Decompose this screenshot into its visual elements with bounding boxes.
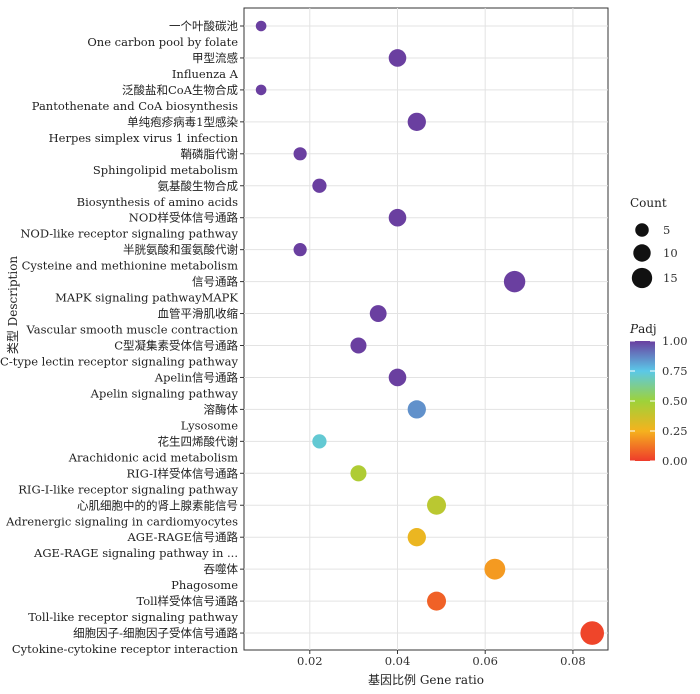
size-legend-label: 10	[663, 246, 678, 260]
data-point	[407, 400, 426, 419]
data-point	[255, 84, 267, 96]
y-label-zh: 单纯疱疹病毒1型感染	[127, 115, 238, 129]
size-legend-title: Count	[630, 196, 667, 210]
y-label-zh: 花生四烯酸代谢	[158, 434, 239, 448]
y-label-en: Apelin signaling pathway	[90, 386, 239, 400]
data-points	[255, 20, 605, 645]
color-legend-label: 0.00	[662, 454, 688, 468]
data-point	[293, 147, 307, 161]
y-label-zh: 心肌细胞中的的肾上腺素能信号	[77, 498, 238, 512]
data-point	[484, 558, 506, 580]
data-point	[293, 243, 307, 257]
size-legend-dot	[633, 244, 651, 262]
y-label-en: Biosynthesis of amino acids	[77, 195, 238, 209]
y-label-zh: 半胱氨酸和蛋氨酸代谢	[123, 243, 238, 257]
y-label-zh: 甲型流感	[192, 51, 238, 65]
size-legend-dot	[635, 223, 649, 237]
y-label-en: Cysteine and methionine metabolism	[22, 259, 238, 273]
data-point	[427, 591, 447, 611]
y-label-en: Vascular smooth muscle contraction	[26, 323, 239, 337]
size-legend-label: 15	[663, 271, 678, 285]
y-label-en: Herpes simplex virus 1 infection	[49, 131, 239, 145]
y-label-en: RIG-I-like receptor signaling pathway	[18, 482, 238, 496]
data-point	[407, 528, 426, 547]
x-tick-label: 0.06	[472, 654, 498, 668]
y-label-zh: 鞘磷脂代谢	[181, 147, 239, 161]
y-axis-title: 类型 Description	[6, 256, 20, 355]
y-label-en: Influenza A	[172, 67, 239, 81]
data-point	[580, 621, 605, 645]
y-label-zh: 一个叶酸碳池	[169, 19, 238, 33]
data-point	[255, 20, 267, 32]
y-label-zh: 氨基酸生物合成	[158, 179, 239, 193]
color-legend-label: 1.00	[662, 334, 688, 348]
color-legend-title-italic: P	[629, 322, 639, 336]
y-label-zh: NOD样受体信号通路	[129, 211, 239, 225]
y-label-en: Toll-like receptor signaling pathway	[28, 610, 238, 624]
color-legend-label: 0.50	[662, 394, 688, 408]
x-tick-label: 0.04	[385, 654, 411, 668]
y-label-en: Lysosome	[181, 418, 238, 432]
color-legend-label: 0.75	[662, 364, 688, 378]
y-label-zh: C型凝集素受体信号通路	[114, 339, 238, 353]
y-label-zh: 信号通路	[192, 275, 238, 289]
y-label-zh: 血管平滑肌收缩	[158, 307, 239, 321]
x-axis-ticks: 0.02 0.04 0.06 0.08	[297, 650, 586, 668]
y-label-en: MAPK signaling pathwayMAPK	[55, 291, 238, 305]
color-legend-title-rest: adj	[638, 322, 657, 336]
color-legend-title: Padj	[629, 322, 657, 336]
data-point	[350, 465, 367, 482]
y-label-zh: Apelin信号通路	[154, 370, 239, 384]
y-label-en: Phagosome	[171, 578, 238, 592]
y-axis-labels: 一个叶酸碳池 One carbon pool by folate 甲型流感 Influ…	[0, 19, 244, 656]
color-legend-ticks: 1.00 0.75 0.50 0.25 0.00	[630, 334, 688, 468]
size-legend-dot	[631, 267, 653, 289]
size-legend-items: 5 10 15	[631, 223, 678, 289]
y-label-en: C-type lectin receptor signaling pathway	[0, 355, 238, 369]
color-legend-label: 0.25	[662, 424, 688, 438]
y-label-en: Arachidonic acid metabolism	[68, 450, 238, 464]
y-label-zh: Toll样受体信号通路	[136, 594, 238, 608]
data-point	[388, 49, 407, 67]
data-point	[407, 112, 426, 132]
y-label-zh: 泛酸盐和CoA生物合成	[122, 83, 239, 97]
data-point	[312, 434, 327, 449]
y-label-zh: RIG-I样受体信号通路	[126, 466, 238, 480]
data-point	[312, 178, 327, 193]
y-label-zh: 溶酶体	[204, 402, 239, 416]
data-point	[427, 495, 447, 515]
y-label-en: Cytokine-cytokine receptor interaction	[12, 642, 239, 656]
data-point	[388, 368, 407, 387]
y-label-zh: AGE-RAGE信号通路	[126, 530, 238, 544]
x-tick-label: 0.08	[560, 654, 586, 668]
x-tick-label: 0.02	[297, 654, 323, 668]
x-axis-title: 基因比例 Gene ratio	[368, 673, 484, 687]
data-point	[369, 305, 387, 322]
y-label-en: AGE-RAGE signaling pathway in ...	[33, 546, 238, 560]
y-label-en: Pantothenate and CoA biosynthesis	[32, 99, 238, 113]
color-legend: Padj 1.00 0.75 0.50 0.25 0.00	[629, 322, 688, 468]
plot-panel	[243, 7, 609, 651]
y-label-zh: 细胞因子-细胞因子受体信号通路	[73, 626, 238, 640]
y-label-en: NOD-like receptor signaling pathway	[20, 227, 238, 241]
size-legend-label: 5	[663, 223, 670, 237]
size-legend: Count 5 10 15	[630, 196, 678, 289]
data-point	[388, 208, 407, 227]
y-label-zh: 吞噬体	[204, 562, 239, 576]
y-label-en: Adrenergic signaling in cardiomyocytes	[5, 514, 238, 528]
y-label-en: One carbon pool by folate	[87, 35, 238, 49]
data-point	[350, 337, 367, 354]
data-point	[503, 270, 526, 293]
y-label-en: Sphingolipid metabolism	[93, 163, 238, 177]
